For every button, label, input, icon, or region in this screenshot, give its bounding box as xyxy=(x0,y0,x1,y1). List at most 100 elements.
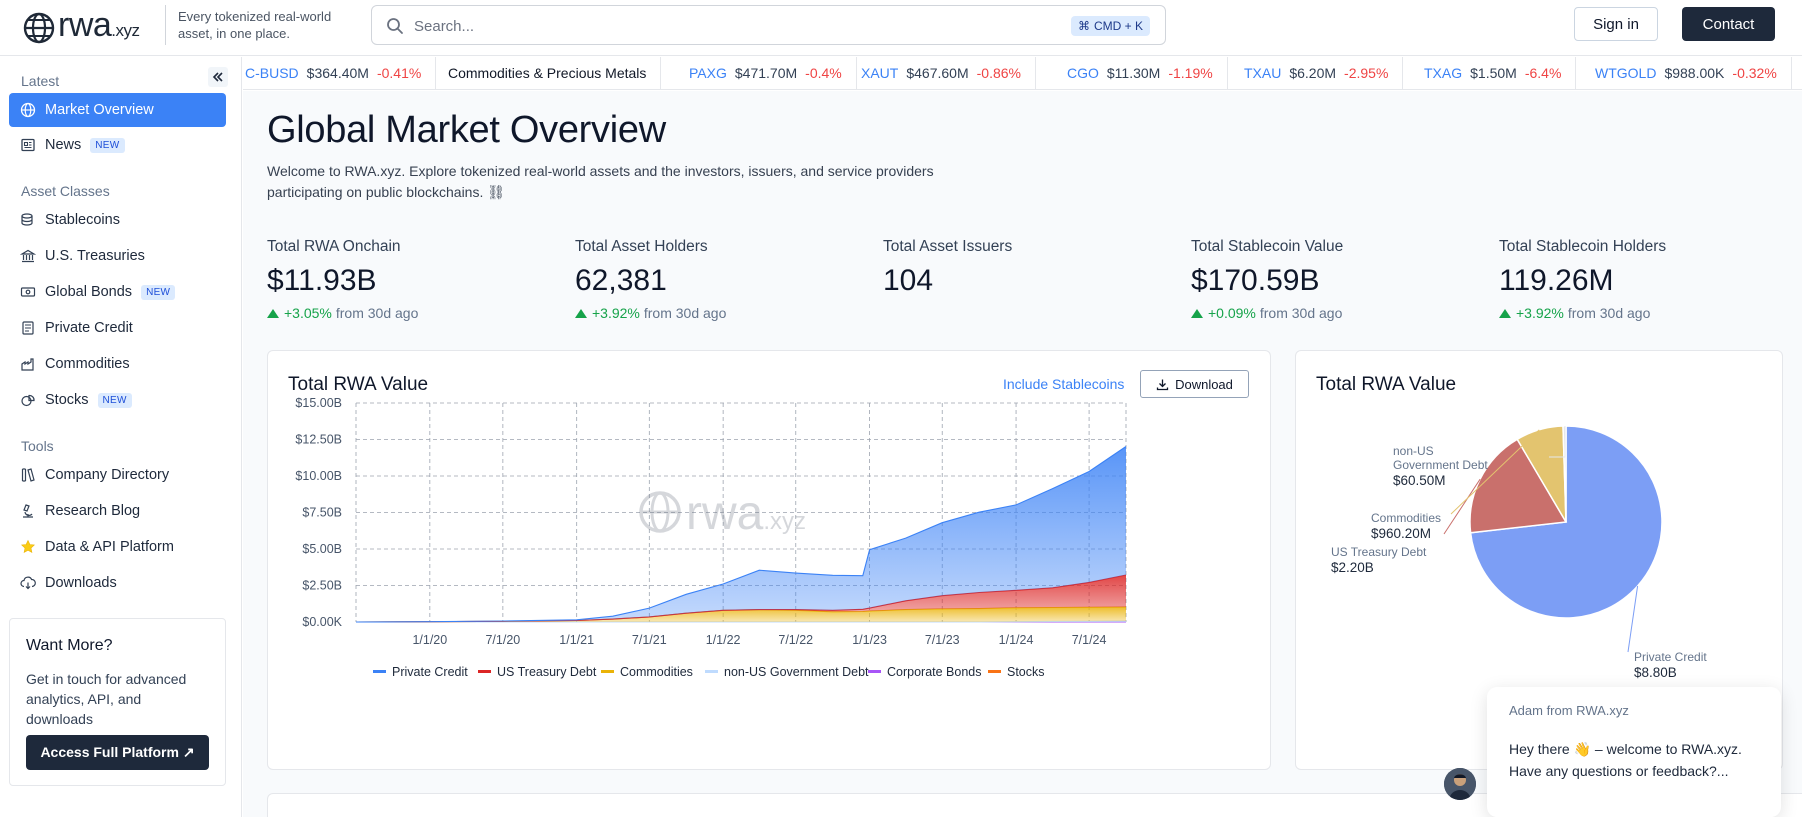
sidebar-item-research-blog[interactable]: Research Blog xyxy=(9,494,226,528)
sidebar-item-commodities[interactable]: Commodities xyxy=(9,347,226,381)
pie-chart-title: Total RWA Value xyxy=(1316,374,1457,395)
legend-label: US Treasury Debt xyxy=(497,665,597,679)
stat-value: $11.93B xyxy=(267,264,377,297)
x-tick-label: 1/1/21 xyxy=(559,633,594,647)
search-bar[interactable]: ⌘ CMD + K xyxy=(371,5,1166,45)
chart-title: Total RWA Value xyxy=(288,374,429,395)
stat-change-suffix: from 30d ago xyxy=(1259,305,1343,321)
total-rwa-value-pie-card: Total RWA Value Private Credit $8.80B US T… xyxy=(1295,350,1783,770)
ticker-symbol: WTGOLD xyxy=(1595,65,1657,81)
chat-avatar[interactable] xyxy=(1444,768,1476,800)
pie-slice-value: $8.80B xyxy=(1634,665,1677,680)
sidebar-item-label: News xyxy=(45,137,82,153)
pie-slice-value: $2.20B xyxy=(1331,560,1374,575)
sidebar-item-downloads[interactable]: Downloads xyxy=(9,566,226,600)
section-label-asset-classes: Asset Classes xyxy=(21,183,110,199)
pie-slice-us-treasury-debt xyxy=(1469,438,1568,534)
access-full-platform-button[interactable]: Access Full Platform ↗ xyxy=(26,735,209,770)
section-label-latest: Latest xyxy=(21,73,60,89)
stat-change: +0.09% from 30d ago xyxy=(1191,305,1451,321)
sidebar-item-data-api-platform[interactable]: Data & API Platform xyxy=(9,530,226,564)
star-icon xyxy=(21,539,35,553)
sidebar-item-stocks[interactable]: Stocks NEW xyxy=(9,383,226,417)
microscope-icon xyxy=(23,504,33,518)
search-input[interactable] xyxy=(414,14,1014,38)
globe-logo-icon xyxy=(23,12,55,44)
sidebar-item-us-treasuries[interactable]: U.S. Treasuries xyxy=(9,239,226,273)
stat-label: Total Asset Holders xyxy=(575,238,708,255)
ticker-symbol: TXAG xyxy=(1424,65,1463,81)
x-tick-label: 7/1/23 xyxy=(925,633,960,647)
shortcut-label: CMD + K xyxy=(1093,19,1143,33)
legend-label: Corporate Bonds xyxy=(887,665,982,679)
ticker-symbol: TXAU xyxy=(1244,65,1282,81)
watermark: rwa.xyz xyxy=(639,487,806,540)
stat-total-asset-holders: Total Asset Holders 62,381 +3.92% from 30… xyxy=(575,238,835,321)
ticker-change: -0.32% xyxy=(1732,65,1777,81)
download-button[interactable]: Download xyxy=(1140,370,1249,398)
person-avatar-icon xyxy=(1444,768,1476,800)
sidebar-item-label: Market Overview xyxy=(45,102,154,118)
stat-value: 62,381 xyxy=(575,264,667,297)
download-icon xyxy=(1156,379,1169,390)
include-stablecoins-link[interactable]: Include Stablecoins xyxy=(1003,376,1125,392)
stat-change-value: +3.92% xyxy=(1516,305,1564,321)
ticker-item[interactable]: C-BUSD $364.40M -0.41% xyxy=(243,57,437,89)
sign-in-button[interactable]: Sign in xyxy=(1574,7,1658,41)
stat-change-suffix: from 30d ago xyxy=(335,305,419,321)
y-tick-label: $2.50B xyxy=(302,579,342,593)
pie-leader-line xyxy=(1443,478,1481,535)
collapse-sidebar-button[interactable] xyxy=(208,67,228,87)
stat-value: $170.59B xyxy=(1191,264,1320,297)
ticker-item[interactable]: XAUT $467.60M -0.86% xyxy=(847,57,1036,89)
search-icon xyxy=(387,18,403,34)
ticker-change: -0.41% xyxy=(376,65,422,81)
ticker-change: -0.4% xyxy=(805,65,842,81)
stat-label: Total Stablecoin Holders xyxy=(1499,238,1667,255)
chat-popup[interactable]: Adam from RWA.xyz Hey there 👋 – welcome … xyxy=(1487,687,1781,817)
new-badge: NEW xyxy=(97,392,132,408)
bank-icon xyxy=(20,249,36,263)
watermark-globe-icon xyxy=(650,491,670,533)
ticker-value: $364.40M xyxy=(306,65,369,81)
legend-label: non-US Government Debt xyxy=(724,665,869,679)
logo[interactable]: rwa.xyz xyxy=(22,8,140,48)
x-tick-label: 7/1/22 xyxy=(778,633,813,647)
stat-change-value: +3.05% xyxy=(284,305,332,321)
pie-leader-line xyxy=(1627,585,1639,653)
contact-button[interactable]: Contact xyxy=(1682,7,1775,41)
ticker-symbol: PAXG xyxy=(689,65,727,81)
y-tick-label: $7.50B xyxy=(302,506,342,520)
sidebar-item-company-directory[interactable]: Company Directory xyxy=(9,458,226,492)
promo-title: Want More? xyxy=(26,637,113,654)
sidebar-item-label: Downloads xyxy=(45,575,117,591)
y-tick-label: $5.00B xyxy=(302,542,342,556)
newspaper-icon xyxy=(21,138,35,152)
ticker-category: Commodities & Precious Metals xyxy=(434,57,662,89)
sidebar-item-market-overview[interactable]: Market Overview xyxy=(9,93,226,127)
ticker-item[interactable]: CGO $11.30M -1.19% xyxy=(1053,57,1228,89)
page-description: Welcome to RWA.xyz. Explore tokenized re… xyxy=(267,163,934,200)
keyboard-shortcut-badge: ⌘ CMD + K xyxy=(1070,16,1150,36)
double-chevron-left-icon xyxy=(212,72,223,82)
up-triangle-icon xyxy=(575,308,587,318)
up-triangle-icon xyxy=(1499,308,1511,318)
stat-change-suffix: from 30d ago xyxy=(1567,305,1651,321)
sidebar-item-news[interactable]: News NEW xyxy=(9,128,226,162)
pie-slice-label: Government Debt xyxy=(1393,458,1488,472)
new-badge: NEW xyxy=(141,284,176,300)
sidebar-item-private-credit[interactable]: Private Credit xyxy=(9,311,226,345)
sidebar-item-global-bonds[interactable]: Global Bonds NEW xyxy=(9,275,226,309)
chat-message: Hey there 👋 – welcome to RWA.xyz. Have a… xyxy=(1509,741,1742,779)
pie-slice-label: Commodities xyxy=(1371,511,1441,525)
ticker-item[interactable]: TXAU $6.20M -2.95% xyxy=(1230,57,1404,89)
ticker-value: $11.30M xyxy=(1106,65,1161,81)
ticker-item[interactable]: PAXG $471.70M -0.4% xyxy=(675,57,857,89)
stat-change-value: +3.92% xyxy=(592,305,640,321)
ticker-item[interactable]: TXAG $1.50M -6.4% xyxy=(1410,57,1577,89)
ticker-item[interactable]: WTGOLD $988.00K -0.32% xyxy=(1581,57,1792,89)
sidebar-item-stablecoins[interactable]: Stablecoins xyxy=(9,203,226,237)
x-tick-label: 7/1/20 xyxy=(485,633,520,647)
stat-change-value: +0.09% xyxy=(1208,305,1256,321)
ticker-bar: C-BUSD $364.40M -0.41% Commodities & Preci… xyxy=(243,57,1802,90)
